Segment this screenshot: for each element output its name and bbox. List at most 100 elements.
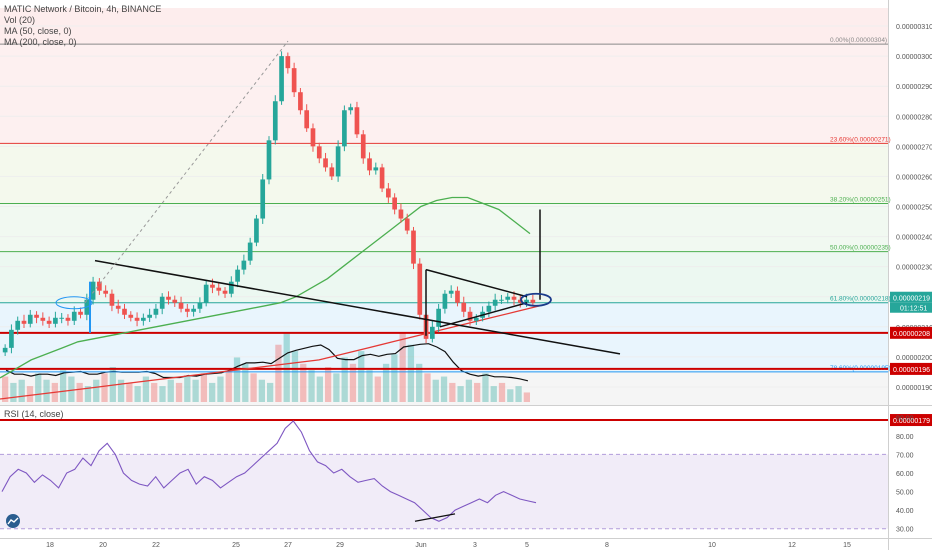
countdown-tag <box>890 302 932 313</box>
candle-body <box>511 296 517 300</box>
candle-body <box>203 284 209 303</box>
rsi-tick-label: 30.00 <box>896 527 914 534</box>
candle-body <box>65 317 71 321</box>
moving-averages <box>0 196 541 400</box>
volume-bar <box>482 373 489 402</box>
candle-body <box>260 179 266 219</box>
candle-body <box>411 230 416 264</box>
candle-body <box>97 281 102 291</box>
candle-body <box>241 260 247 270</box>
candle-body <box>166 296 171 300</box>
volume-bars <box>2 332 530 402</box>
price-tick-label: 0.00000260 <box>896 174 932 181</box>
candle-body <box>310 128 316 147</box>
time-tick-label: 18 <box>46 542 54 549</box>
fib-label: 38.20%(0.00000251) <box>830 196 891 203</box>
rsi-axis: 90.00 80.00 70.00 60.00 50.00 40.00 30.00 <box>896 415 914 533</box>
ma200-legend[interactable]: MA (200, close, 0) <box>4 37 77 47</box>
volume-bar <box>175 382 183 402</box>
candle-body <box>254 218 259 243</box>
rsi-legend[interactable]: RSI (14, close) <box>4 409 64 419</box>
candle-body <box>392 197 397 210</box>
rsi-divergence-line <box>414 513 456 522</box>
time-tick-label: 27 <box>284 542 292 549</box>
sr-label: 0.00000208 <box>893 331 930 338</box>
candle-body <box>178 302 184 309</box>
time-tick-label: 10 <box>708 542 716 549</box>
candle-body <box>134 317 140 321</box>
candle-body <box>71 311 77 321</box>
candle-body <box>430 326 435 339</box>
price-tick-label: 0.00000200 <box>896 355 932 362</box>
candle-body <box>141 317 146 321</box>
volume-bar <box>507 389 514 402</box>
candle-body <box>147 314 152 318</box>
current-price-tag <box>890 291 932 303</box>
volume-bar <box>250 373 257 402</box>
volume-ma-line <box>5 343 529 382</box>
volume-bar <box>457 386 464 402</box>
ma50-legend[interactable]: MA (50, close, 0) <box>4 26 72 36</box>
time-tick-label: 8 <box>605 542 609 549</box>
tradingview-logo-icon[interactable] <box>4 514 22 528</box>
volume-bar <box>382 363 390 402</box>
trendline-drawings <box>55 40 621 355</box>
candle-body <box>247 242 253 261</box>
candle-body <box>15 320 21 330</box>
symbol-title: MATIC Network / Bitcoin, 4h, BINANCE <box>4 4 162 14</box>
volume-bar <box>424 373 431 402</box>
candle-body <box>455 290 460 303</box>
candle-body <box>316 146 322 159</box>
candle-body <box>417 263 423 315</box>
candle-body <box>354 107 360 135</box>
candle-body <box>53 317 58 324</box>
rsi-tick-label: 60.00 <box>896 471 914 478</box>
vol-legend[interactable]: Vol (20) <box>4 15 36 25</box>
candle-body <box>197 302 203 309</box>
volume-bar <box>474 382 481 402</box>
sr-label-tag <box>890 362 932 375</box>
price-axis: 0.00000310 0.00000300 0.00000290 0.00000280… <box>890 24 932 427</box>
rsi-line <box>1 420 537 522</box>
candle-body <box>304 110 310 129</box>
candle-body <box>128 314 134 318</box>
price-tick-label: 0.00000250 <box>896 205 932 212</box>
volume-bar <box>68 376 75 402</box>
fib-zone <box>0 143 888 204</box>
candle-body <box>122 308 127 315</box>
sr-label: 0.00000196 <box>893 367 930 374</box>
volume-bar <box>515 386 522 402</box>
volume-bar <box>358 351 365 402</box>
candle-body <box>473 317 479 321</box>
volume-bar <box>200 373 208 402</box>
candle-body <box>348 107 354 111</box>
volume-bar <box>440 376 448 402</box>
rsi-band <box>0 454 888 529</box>
candle-body <box>342 110 347 147</box>
fib-zone <box>0 44 888 144</box>
candle-body <box>323 158 328 168</box>
price-tick-label: 0.00000290 <box>896 84 932 91</box>
volume-bar <box>316 376 323 402</box>
volume-bar <box>209 382 216 402</box>
volume-bar <box>2 376 9 402</box>
candle-body <box>210 284 215 288</box>
candle-body <box>360 134 366 159</box>
fib-label: 50.00%(0.00000235) <box>830 245 891 252</box>
candle-body <box>2 347 8 353</box>
candles <box>2 51 536 356</box>
triangle-lower <box>439 302 528 328</box>
volume-bar <box>225 370 232 402</box>
price-tick-label: 0.00000190 <box>896 385 932 392</box>
volume-bar <box>300 363 307 402</box>
candle-body <box>442 293 448 309</box>
time-tick-label: Jun <box>415 542 426 549</box>
volume-bar <box>101 373 108 402</box>
volume-bar <box>291 351 299 402</box>
candle-body <box>505 296 511 300</box>
time-tick-label: 20 <box>99 542 107 549</box>
candle-body <box>153 308 159 315</box>
fib-lines: 0.00%(0.00000304) 23.60%(0.00000271) 38.20… <box>0 37 891 373</box>
candle-body <box>109 293 115 306</box>
